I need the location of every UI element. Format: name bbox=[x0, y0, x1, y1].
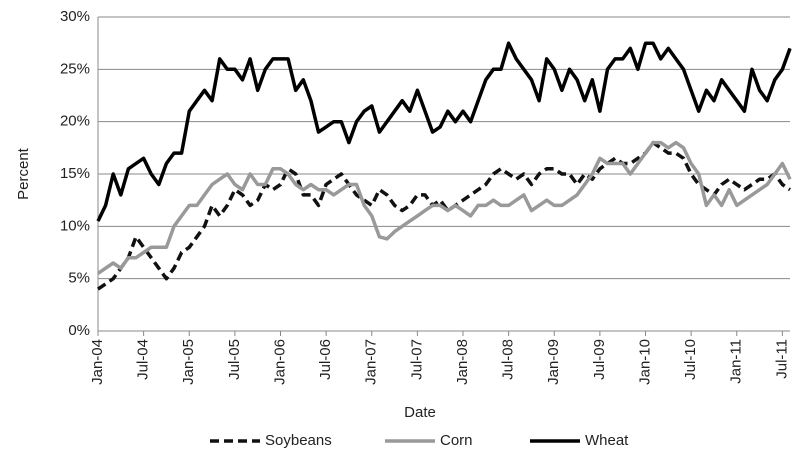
x-tick-label: Jul-06 bbox=[317, 339, 334, 380]
x-tick-label: Jan-05 bbox=[180, 339, 197, 385]
x-axis-title: Date bbox=[404, 404, 436, 421]
y-axis-title: Percent bbox=[15, 147, 32, 200]
x-tick-label: Jan-07 bbox=[363, 339, 380, 385]
y-tick-label: 20% bbox=[60, 113, 90, 130]
x-tick-label: Jul-05 bbox=[226, 339, 243, 380]
x-tick-label: Jan-08 bbox=[454, 339, 471, 385]
y-tick-label: 25% bbox=[60, 60, 90, 77]
legend-label: Corn bbox=[440, 432, 473, 449]
series-line bbox=[96, 41, 792, 222]
x-tick-label: Jan-11 bbox=[728, 339, 745, 384]
x-tick-label: Jul-09 bbox=[591, 339, 608, 380]
y-tick-label: 5% bbox=[68, 270, 90, 287]
y-tick-label: 30% bbox=[60, 8, 90, 25]
x-tick-label: Jul-11 bbox=[773, 339, 790, 379]
x-tick-label: Jan-04 bbox=[89, 339, 106, 385]
y-tick-label: 0% bbox=[68, 322, 90, 339]
x-tick-label: Jul-10 bbox=[682, 339, 699, 380]
series-line bbox=[97, 140, 791, 291]
x-tick-label: Jan-09 bbox=[545, 339, 562, 385]
y-tick-label: 15% bbox=[60, 165, 90, 182]
x-tick-label: Jan-06 bbox=[271, 339, 288, 385]
x-tick-label: Jul-07 bbox=[408, 339, 425, 380]
y-tick-label: 10% bbox=[60, 217, 90, 234]
legend-label: Soybeans bbox=[265, 432, 332, 449]
series-line bbox=[97, 140, 792, 275]
x-tick-label: Jul-04 bbox=[135, 339, 152, 380]
legend-label: Wheat bbox=[585, 432, 629, 449]
x-tick-label: Jan-10 bbox=[636, 339, 653, 385]
x-tick-label: Jul-08 bbox=[500, 339, 517, 380]
